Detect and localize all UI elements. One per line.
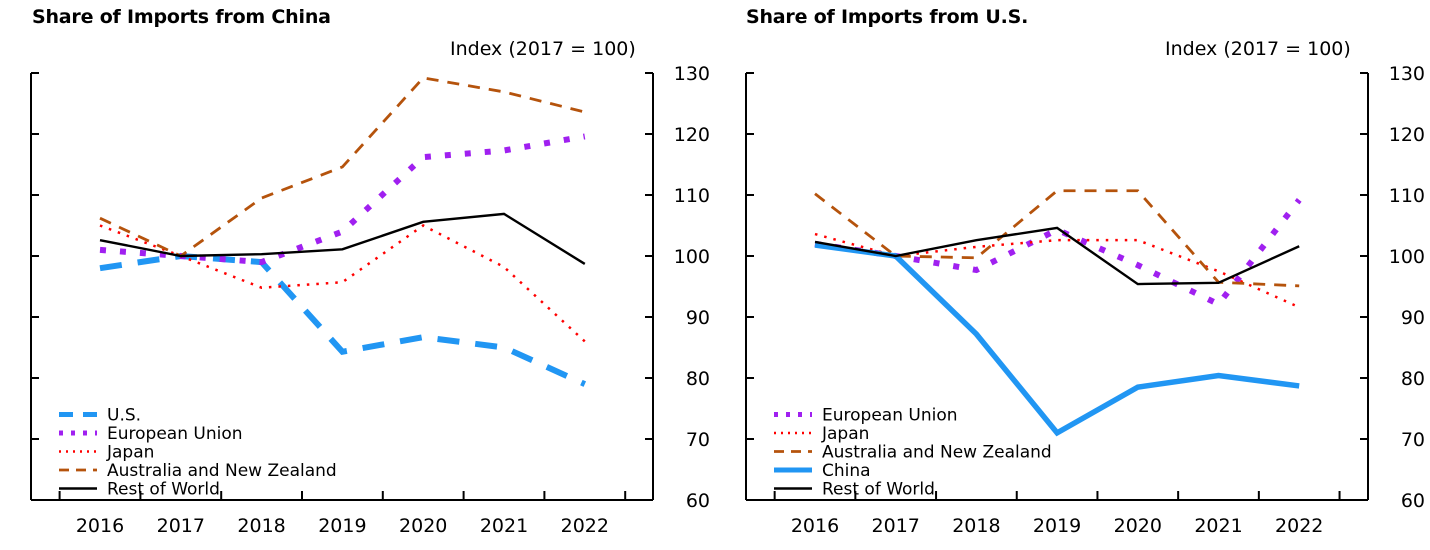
series-line-australia-and-new-zealand bbox=[99, 76, 586, 258]
y-tick-label: 120 bbox=[674, 124, 710, 146]
legend-label: Rest of World bbox=[107, 480, 220, 500]
chart-us-imports: 60 70 80 90 100 110 120 130 2016 2017 2018 2019 2020… bbox=[745, 63, 1425, 537]
x-tick-label: 2021 bbox=[1194, 515, 1242, 537]
legend-label: China bbox=[822, 461, 871, 481]
y-tick-label: 70 bbox=[1401, 429, 1425, 451]
y-tick-label: 90 bbox=[1401, 307, 1425, 329]
legend-label: Australia and New Zealand bbox=[822, 443, 1052, 463]
panel-us-imports: Share of Imports from U.S. Index (2017 =… bbox=[715, 0, 1430, 550]
legend-label: Japan bbox=[106, 443, 154, 463]
x-tick-label: 2019 bbox=[1033, 515, 1081, 537]
x-tick-label: 2022 bbox=[1275, 515, 1323, 537]
y-tick-label: 80 bbox=[1401, 368, 1425, 390]
x-tick-label: 2021 bbox=[480, 515, 528, 537]
y-tick-label: 100 bbox=[674, 246, 710, 268]
y-tick-label: 130 bbox=[674, 63, 710, 85]
y-tick-label: 60 bbox=[686, 490, 710, 512]
x-tick-label: 2017 bbox=[872, 515, 920, 537]
x-tick-label: 2017 bbox=[157, 515, 205, 537]
chart-title: Share of Imports from U.S. bbox=[746, 6, 1029, 28]
series-line-european-union bbox=[814, 198, 1302, 308]
y-tick-label: 130 bbox=[1389, 63, 1425, 85]
x-tick-label: 2018 bbox=[952, 515, 1000, 537]
series-line-u-s- bbox=[99, 252, 587, 387]
legend-label: Rest of World bbox=[822, 480, 935, 500]
x-tick-label: 2016 bbox=[76, 515, 124, 537]
legend-label: U.S. bbox=[107, 406, 141, 426]
x-tick-label: 2020 bbox=[1114, 515, 1162, 537]
panel-china-imports: Share of Imports from China Index (2017 … bbox=[30, 6, 710, 537]
y-tick-label: 120 bbox=[1389, 124, 1425, 146]
y-tick-label: 90 bbox=[686, 307, 710, 329]
series-line-rest-of-world bbox=[814, 226, 1300, 286]
chart-title: Share of Imports from China bbox=[32, 6, 331, 28]
y-tick-label: 70 bbox=[686, 429, 710, 451]
legend-label: European Union bbox=[107, 424, 243, 444]
x-tick-label: 2018 bbox=[237, 515, 285, 537]
y-axis-label: Index (2017 = 100) bbox=[1165, 38, 1351, 60]
series-line-japan bbox=[99, 224, 586, 343]
y-tick-label: 110 bbox=[674, 185, 710, 207]
series-line-european-union bbox=[99, 133, 586, 266]
x-tick-label: 2020 bbox=[399, 515, 447, 537]
legend-label: European Union bbox=[822, 406, 958, 426]
y-tick-label: 80 bbox=[686, 368, 710, 390]
y-tick-label: 60 bbox=[1401, 490, 1425, 512]
x-tick-label: 2019 bbox=[318, 515, 366, 537]
legend-label: Australia and New Zealand bbox=[107, 461, 337, 481]
series-line-rest-of-world bbox=[99, 212, 586, 265]
legend-label: Japan bbox=[821, 424, 869, 444]
x-tick-label: 2016 bbox=[791, 515, 839, 537]
series-line-australia-and-new-zealand bbox=[814, 189, 1300, 288]
y-tick-label: 110 bbox=[1389, 185, 1425, 207]
x-tick-label: 2022 bbox=[561, 515, 609, 537]
chart-china-imports: 60 70 80 90 100 110 120 130 2016 2017 2018 2019 2020… bbox=[30, 63, 710, 537]
y-tick-label: 100 bbox=[1389, 246, 1425, 268]
y-axis-label: Index (2017 = 100) bbox=[450, 38, 636, 60]
